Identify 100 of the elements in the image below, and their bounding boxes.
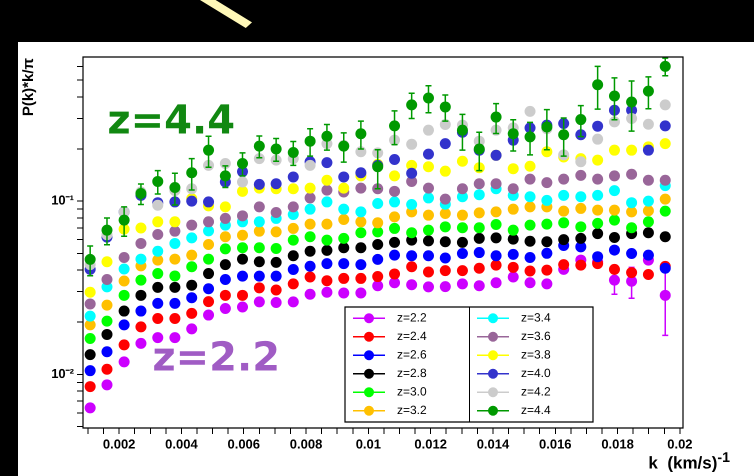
point [288,201,299,212]
point [524,160,536,172]
point [608,214,620,226]
point [169,226,180,237]
point [304,204,316,215]
point [592,251,604,262]
point [508,271,519,282]
point [592,204,604,216]
point [321,258,332,270]
point [406,168,418,179]
point [152,246,164,257]
point [270,242,282,254]
point [642,205,654,216]
point [288,278,299,290]
point [355,206,366,218]
point [169,254,180,265]
point [169,298,180,309]
x-tick-label: 0.016 [539,436,572,452]
point [355,287,366,298]
point [558,174,570,185]
point [338,171,350,182]
point [186,220,198,231]
legend-label: z=3.8 [521,348,552,362]
point [237,176,248,188]
point [304,218,316,230]
legend-label: z=2.6 [397,348,428,362]
point [152,216,164,228]
point [237,270,248,282]
point [626,222,638,234]
point [203,296,214,308]
legend-label: z=3.4 [521,310,552,325]
point [84,402,96,414]
point [541,194,552,206]
point [288,183,299,194]
point [237,230,248,241]
point [118,306,130,317]
point [270,296,282,308]
point [169,270,180,282]
point [118,339,130,350]
point [338,242,350,254]
point [406,279,418,290]
point [575,156,586,168]
point [389,186,400,197]
point [220,290,231,301]
point [321,184,332,196]
point [254,282,265,294]
point [237,301,248,312]
point [288,234,299,246]
point [237,290,248,301]
point [474,207,485,218]
point [660,231,671,242]
point [608,204,620,216]
point [372,198,384,209]
point [608,144,620,156]
point [101,256,112,268]
point [288,222,299,234]
point [456,236,468,248]
point [355,167,366,178]
point [642,174,654,186]
point [220,303,231,314]
x-tick-label: 0.02 [667,436,693,452]
point [270,226,282,238]
point [626,144,638,156]
point [508,183,519,194]
point [135,290,146,301]
point [203,225,214,236]
point [440,221,451,232]
point [220,212,231,224]
point [321,218,332,230]
point [524,220,536,231]
point [456,265,468,276]
point [203,196,214,208]
point [254,242,265,254]
point [389,250,400,261]
point [389,222,400,234]
point [254,296,265,308]
point [220,201,231,212]
point [626,168,638,180]
point [575,191,586,202]
point [118,319,130,330]
point [575,202,586,214]
point [524,236,536,247]
point [254,226,265,237]
annotation: z=2.2 [152,334,280,380]
point [186,232,198,244]
point [389,268,400,280]
point [338,232,350,244]
point [169,313,180,324]
point [254,216,265,228]
point [524,106,536,117]
point [152,229,164,240]
x-tick-label: 0.01 [356,436,382,452]
point [422,161,434,172]
point [660,99,671,110]
point [660,174,671,186]
point [422,182,434,194]
point [186,250,198,261]
point [203,216,214,228]
point [84,381,96,392]
point [355,182,366,194]
